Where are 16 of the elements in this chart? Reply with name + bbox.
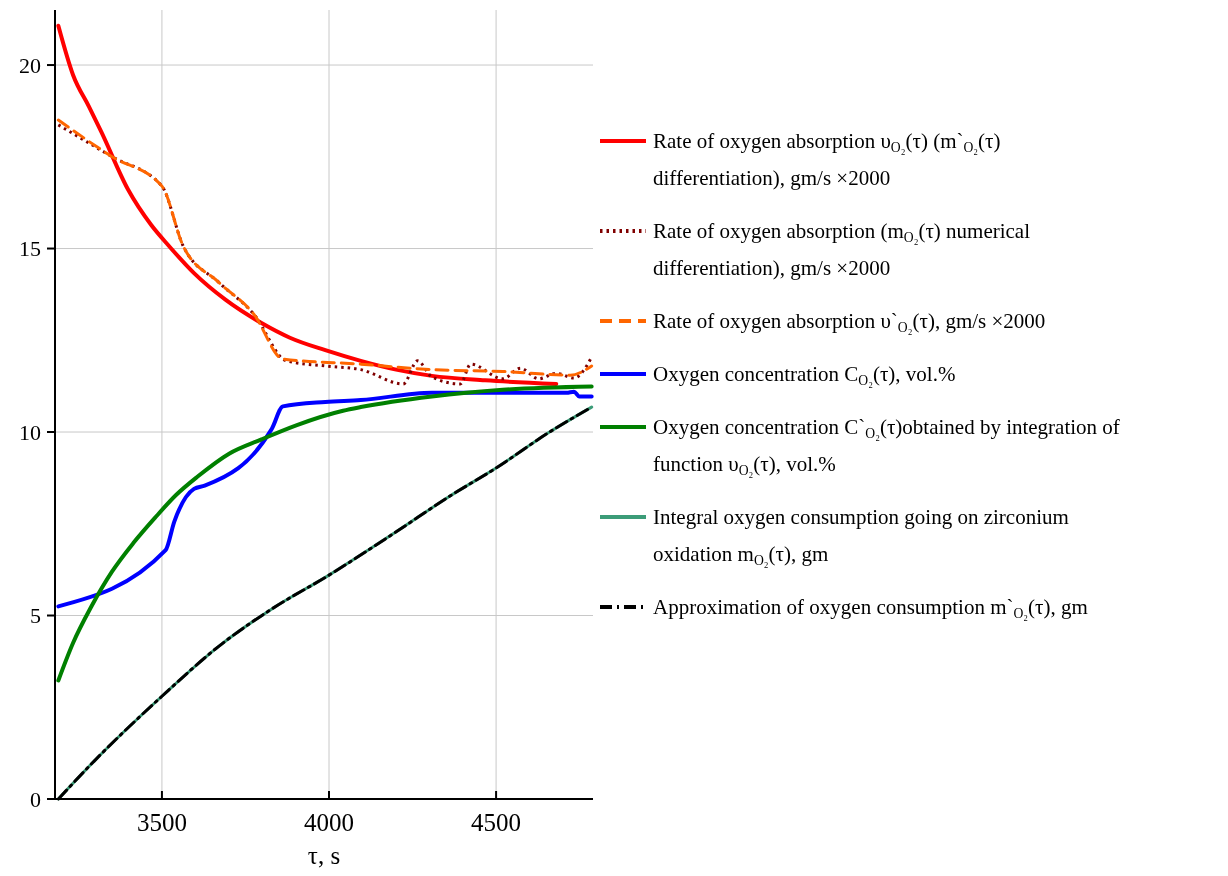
text: Rate of oxygen absorption (m$_{O₂}$(τ) numerical differentiation), gm/s ×2000 bbox=[653, 219, 1031, 280]
y-tick-label: 0 bbox=[30, 786, 41, 812]
legend-label: Approximation of oxygen consumption m`$_{O₂}$(τ), gm bbox=[653, 595, 1088, 622]
text: Oxygen concentration C`$_{O₂}$(τ)obtained by integration of function υ$_{O₂}$(τ), vol.% bbox=[653, 415, 1120, 479]
y-tick-label: 5 bbox=[30, 603, 41, 629]
text: Rate of oxygen absorption υ$_{O₂}$(τ) (m`$_{O₂}$(τ) differentiation), gm/s ×2000 bbox=[653, 129, 1001, 190]
x-axis-title: τ, s bbox=[307, 842, 341, 869]
legend-label: Rate of oxygen absorption υ`$_{O₂}$(τ), gm/s ×2000 bbox=[653, 309, 1046, 336]
y-tick-label: 10 bbox=[19, 419, 41, 445]
x-tick-label: 4500 bbox=[471, 809, 522, 836]
legend-label: Integral oxygen consumption going on zirconium oxidation m$_{O₂}$(τ), gm bbox=[653, 505, 1069, 569]
legend-label: Oxygen concentration C$_{O₂}$(τ), vol.% bbox=[653, 362, 956, 389]
y-tick-label: 20 bbox=[19, 52, 41, 78]
y-tick-label: 15 bbox=[19, 236, 41, 262]
x-tick-label: 4000 bbox=[304, 809, 355, 836]
x-tick-label: 3500 bbox=[136, 809, 187, 836]
